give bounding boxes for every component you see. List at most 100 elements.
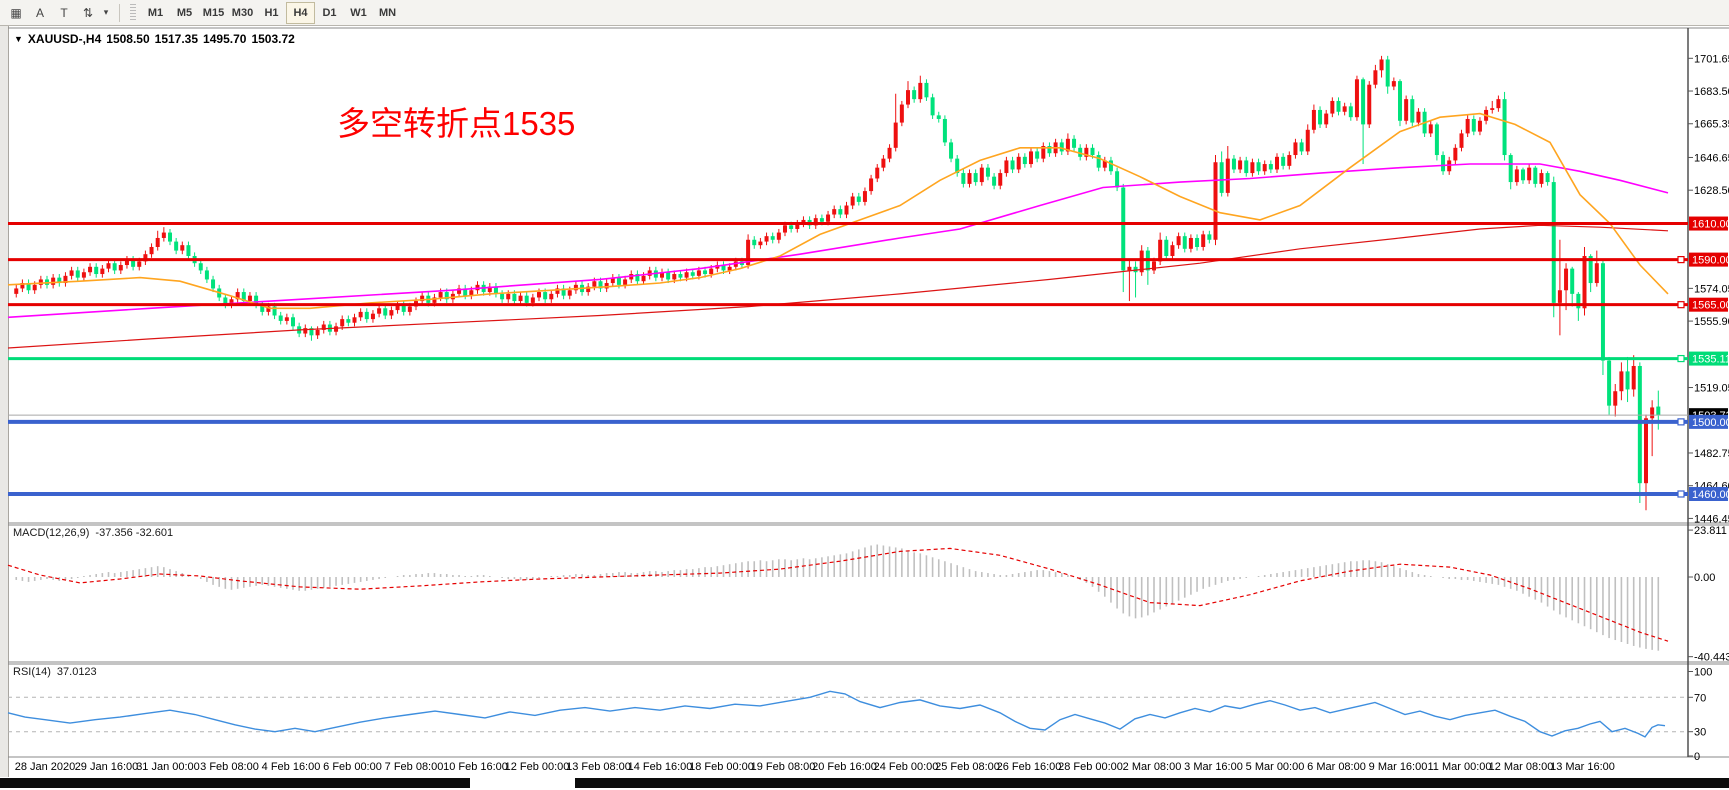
- timeframe-button-m1[interactable]: M1: [147, 6, 164, 19]
- text-label-icon[interactable]: A: [35, 5, 44, 20]
- toolbar: ▦ A T ⇅ ▾ M1 M5 M15 M30 H1 H4 D1 W1 MN: [0, 0, 1729, 26]
- macd-signal-line: [7, 547, 1669, 642]
- rsi-indicator-title: RSI(14) 37.0123: [13, 666, 97, 678]
- svg-text:0.00: 0.00: [1694, 572, 1715, 584]
- time-label: 29 Jan 16:00: [75, 761, 139, 773]
- ma-line-red-slow: [7, 224, 1669, 349]
- macd-values: -37.356 -32.601: [95, 527, 174, 539]
- toolbar-drag-handle[interactable]: [130, 3, 136, 22]
- time-label: 6 Feb 00:00: [323, 761, 382, 773]
- bottom-frame-left: [0, 778, 470, 788]
- price-scale: 1701.65 1683.50 1665.35 1646.65 1628.50 1574.…: [1688, 53, 1729, 525]
- time-label: 31 Jan 00:00: [136, 761, 200, 773]
- time-label: 14 Feb 16:00: [628, 761, 693, 773]
- timeframe-button-h1[interactable]: H1: [264, 6, 279, 19]
- svg-text:1460.00: 1460.00: [1692, 489, 1729, 501]
- grid-profile-icon[interactable]: ▦: [10, 5, 22, 20]
- svg-text:1500.00: 1500.00: [1692, 417, 1729, 429]
- macd-histogram: [15, 544, 1660, 651]
- svg-text:23.811: 23.811: [1694, 525, 1727, 537]
- ohlc-close: 1503.72: [251, 32, 295, 46]
- time-label: 25 Feb 08:00: [935, 761, 1000, 773]
- ohlc-high: 1517.35: [154, 32, 199, 46]
- time-label: 3 Mar 16:00: [1184, 761, 1243, 773]
- time-label: 3 Feb 08:00: [200, 761, 259, 773]
- timeframe-button-m30[interactable]: M30: [231, 6, 254, 19]
- time-label: 7 Feb 08:00: [385, 761, 444, 773]
- time-label: 2 Mar 08:00: [1123, 761, 1182, 773]
- rsi-value: 37.0123: [56, 666, 97, 678]
- svg-text:0: 0: [1694, 751, 1700, 763]
- timeframe-button-w1[interactable]: W1: [350, 6, 367, 19]
- time-label: 28 Feb 00:00: [1058, 761, 1123, 773]
- hline-marker-1535.11[interactable]: [1677, 354, 1685, 363]
- timeframe-button-m15[interactable]: M15: [202, 6, 225, 19]
- symbol-label: XAUUSD-,H4: [27, 32, 102, 46]
- time-label: 4 Feb 16:00: [262, 761, 321, 773]
- svg-text:1628.50: 1628.50: [1694, 185, 1729, 197]
- time-label: 19 Feb 08:00: [751, 761, 816, 773]
- svg-text:1590.00: 1590.00: [1692, 255, 1729, 267]
- svg-text:1665.35: 1665.35: [1694, 119, 1729, 131]
- time-label: 9 Mar 16:00: [1369, 761, 1428, 773]
- svg-text:1565.00: 1565.00: [1692, 300, 1729, 312]
- ma-line-magenta: [7, 163, 1669, 319]
- macd-indicator-title: MACD(12,26,9) -37.356 -32.601: [13, 527, 173, 539]
- time-label: 18 Feb 00:00: [689, 761, 754, 773]
- time-label: 28 Jan 2020: [15, 761, 76, 773]
- symbol-dropdown-icon[interactable]: ▼: [14, 34, 23, 44]
- timeframe-button-m5[interactable]: M5: [176, 6, 193, 19]
- panel-borders: [8, 27, 1729, 758]
- hline-marker-1590.00[interactable]: [1677, 256, 1685, 264]
- ma-line-orange: [7, 112, 1669, 310]
- svg-text:-40.443: -40.443: [1694, 652, 1729, 664]
- time-label: 6 Mar 08:00: [1307, 761, 1366, 773]
- svg-text:1683.50: 1683.50: [1694, 86, 1729, 98]
- rsi-scale: 100 70 30 0: [1688, 667, 1712, 763]
- time-label: 20 Feb 16:00: [812, 761, 877, 773]
- svg-text:1535.11: 1535.11: [1692, 354, 1729, 366]
- rsi-name: RSI(14): [13, 666, 51, 678]
- time-label: 11 Mar 00:00: [1427, 761, 1491, 773]
- timeframe-button-d1[interactable]: D1: [322, 6, 337, 19]
- svg-text:1482.75: 1482.75: [1694, 448, 1729, 460]
- time-label: 26 Feb 16:00: [997, 761, 1062, 773]
- rsi-line: [7, 690, 1666, 738]
- level-price-labels: 1610.00 1590.00 1565.00 1535.11 1500.00 1460.…: [1689, 216, 1729, 501]
- time-label: 12 Mar 08:00: [1489, 761, 1554, 773]
- svg-text:1555.90: 1555.90: [1694, 316, 1729, 328]
- hline-marker-1500.00[interactable]: [1677, 418, 1685, 426]
- hline-marker-1565.00[interactable]: [1677, 301, 1685, 309]
- candlestick-chart: [14, 55, 1661, 511]
- text-box-icon[interactable]: T: [60, 5, 68, 20]
- chart-header[interactable]: ▼ XAUUSD-,H4 1508.50 1517.35 1495.70 150…: [14, 32, 295, 46]
- svg-text:1646.65: 1646.65: [1694, 152, 1729, 164]
- timeframe-button-h4[interactable]: H4: [286, 1, 315, 24]
- svg-text:70: 70: [1694, 692, 1706, 704]
- svg-text:1610.00: 1610.00: [1692, 219, 1729, 231]
- chart-annotation: 多空转折点1535: [337, 105, 576, 142]
- svg-text:1574.05: 1574.05: [1694, 283, 1729, 295]
- hline-marker-1460.00[interactable]: [1677, 490, 1685, 498]
- ohlc-open: 1508.50: [106, 32, 150, 46]
- timeframe-button-mn[interactable]: MN: [378, 6, 397, 19]
- time-label: 10 Feb 16:00: [443, 761, 508, 773]
- rsi-level-lines: [8, 696, 1688, 733]
- horizontal-level-lines: [8, 222, 1688, 498]
- time-label: 13 Feb 08:00: [566, 761, 631, 773]
- time-label: 12 Feb 00:00: [505, 761, 570, 773]
- ohlc-low: 1495.70: [203, 32, 247, 46]
- macd-scale: 23.811 0.00 -40.443: [1688, 525, 1729, 664]
- toolbar-separator: [119, 3, 120, 22]
- time-label: 13 Mar 16:00: [1550, 761, 1615, 773]
- left-scroll-strip[interactable]: [0, 26, 9, 777]
- macd-name: MACD(12,26,9): [13, 527, 90, 539]
- dropdown-caret-icon[interactable]: ▾: [103, 7, 109, 17]
- time-label: 5 Mar 00:00: [1246, 761, 1305, 773]
- svg-text:1701.65: 1701.65: [1694, 53, 1729, 65]
- svg-text:30: 30: [1694, 727, 1706, 739]
- cursor-arrows-icon[interactable]: ⇅: [82, 5, 94, 20]
